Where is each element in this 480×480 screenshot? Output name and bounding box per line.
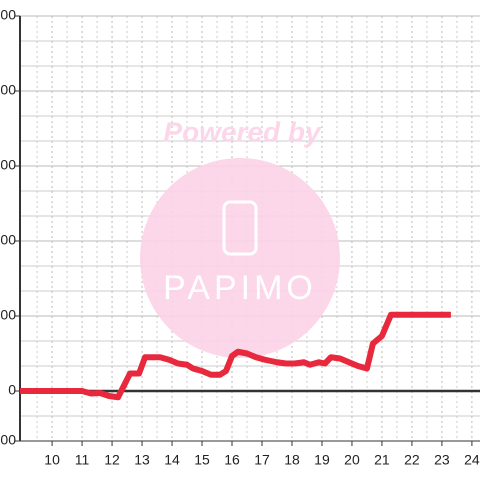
y-tick-label: 60,000 [0, 232, 16, 248]
x-tick-label: 18 [284, 452, 300, 468]
y-tick-label: 0 [8, 382, 16, 398]
y-tick-label: -20,000 [0, 432, 16, 448]
watermark-text: Powered by [163, 116, 322, 147]
watermark-logo: PAPIMO [163, 269, 317, 307]
x-tick-label: 24 [464, 452, 480, 468]
y-tick-label: 150,000 [0, 7, 16, 23]
grid [20, 15, 480, 442]
x-tick-label: 19 [314, 452, 330, 468]
x-tick-label: 12 [104, 452, 120, 468]
x-tick-label: 20 [344, 452, 360, 468]
x-tick-label: 11 [75, 452, 90, 468]
x-tick-label: 10 [44, 452, 60, 468]
x-tick-label: 22 [404, 452, 420, 468]
y-tick-label: 120,000 [0, 82, 16, 98]
x-tick-label: 14 [164, 452, 180, 468]
watermark-circle [140, 158, 340, 358]
watermark: Powered by PAPIMO [140, 116, 340, 358]
y-tick-label: 30,000 [0, 307, 16, 323]
x-tick-label: 21 [374, 452, 390, 468]
x-tick-label: 23 [434, 452, 450, 468]
watermark-icon [222, 200, 258, 256]
x-tick-label: 13 [134, 452, 150, 468]
y-tick-label: 90,000 [0, 157, 16, 173]
x-tick-label: 16 [224, 452, 240, 468]
data-line [20, 311, 451, 401]
x-tick-label: 17 [254, 452, 270, 468]
x-tick-label: 15 [194, 452, 210, 468]
